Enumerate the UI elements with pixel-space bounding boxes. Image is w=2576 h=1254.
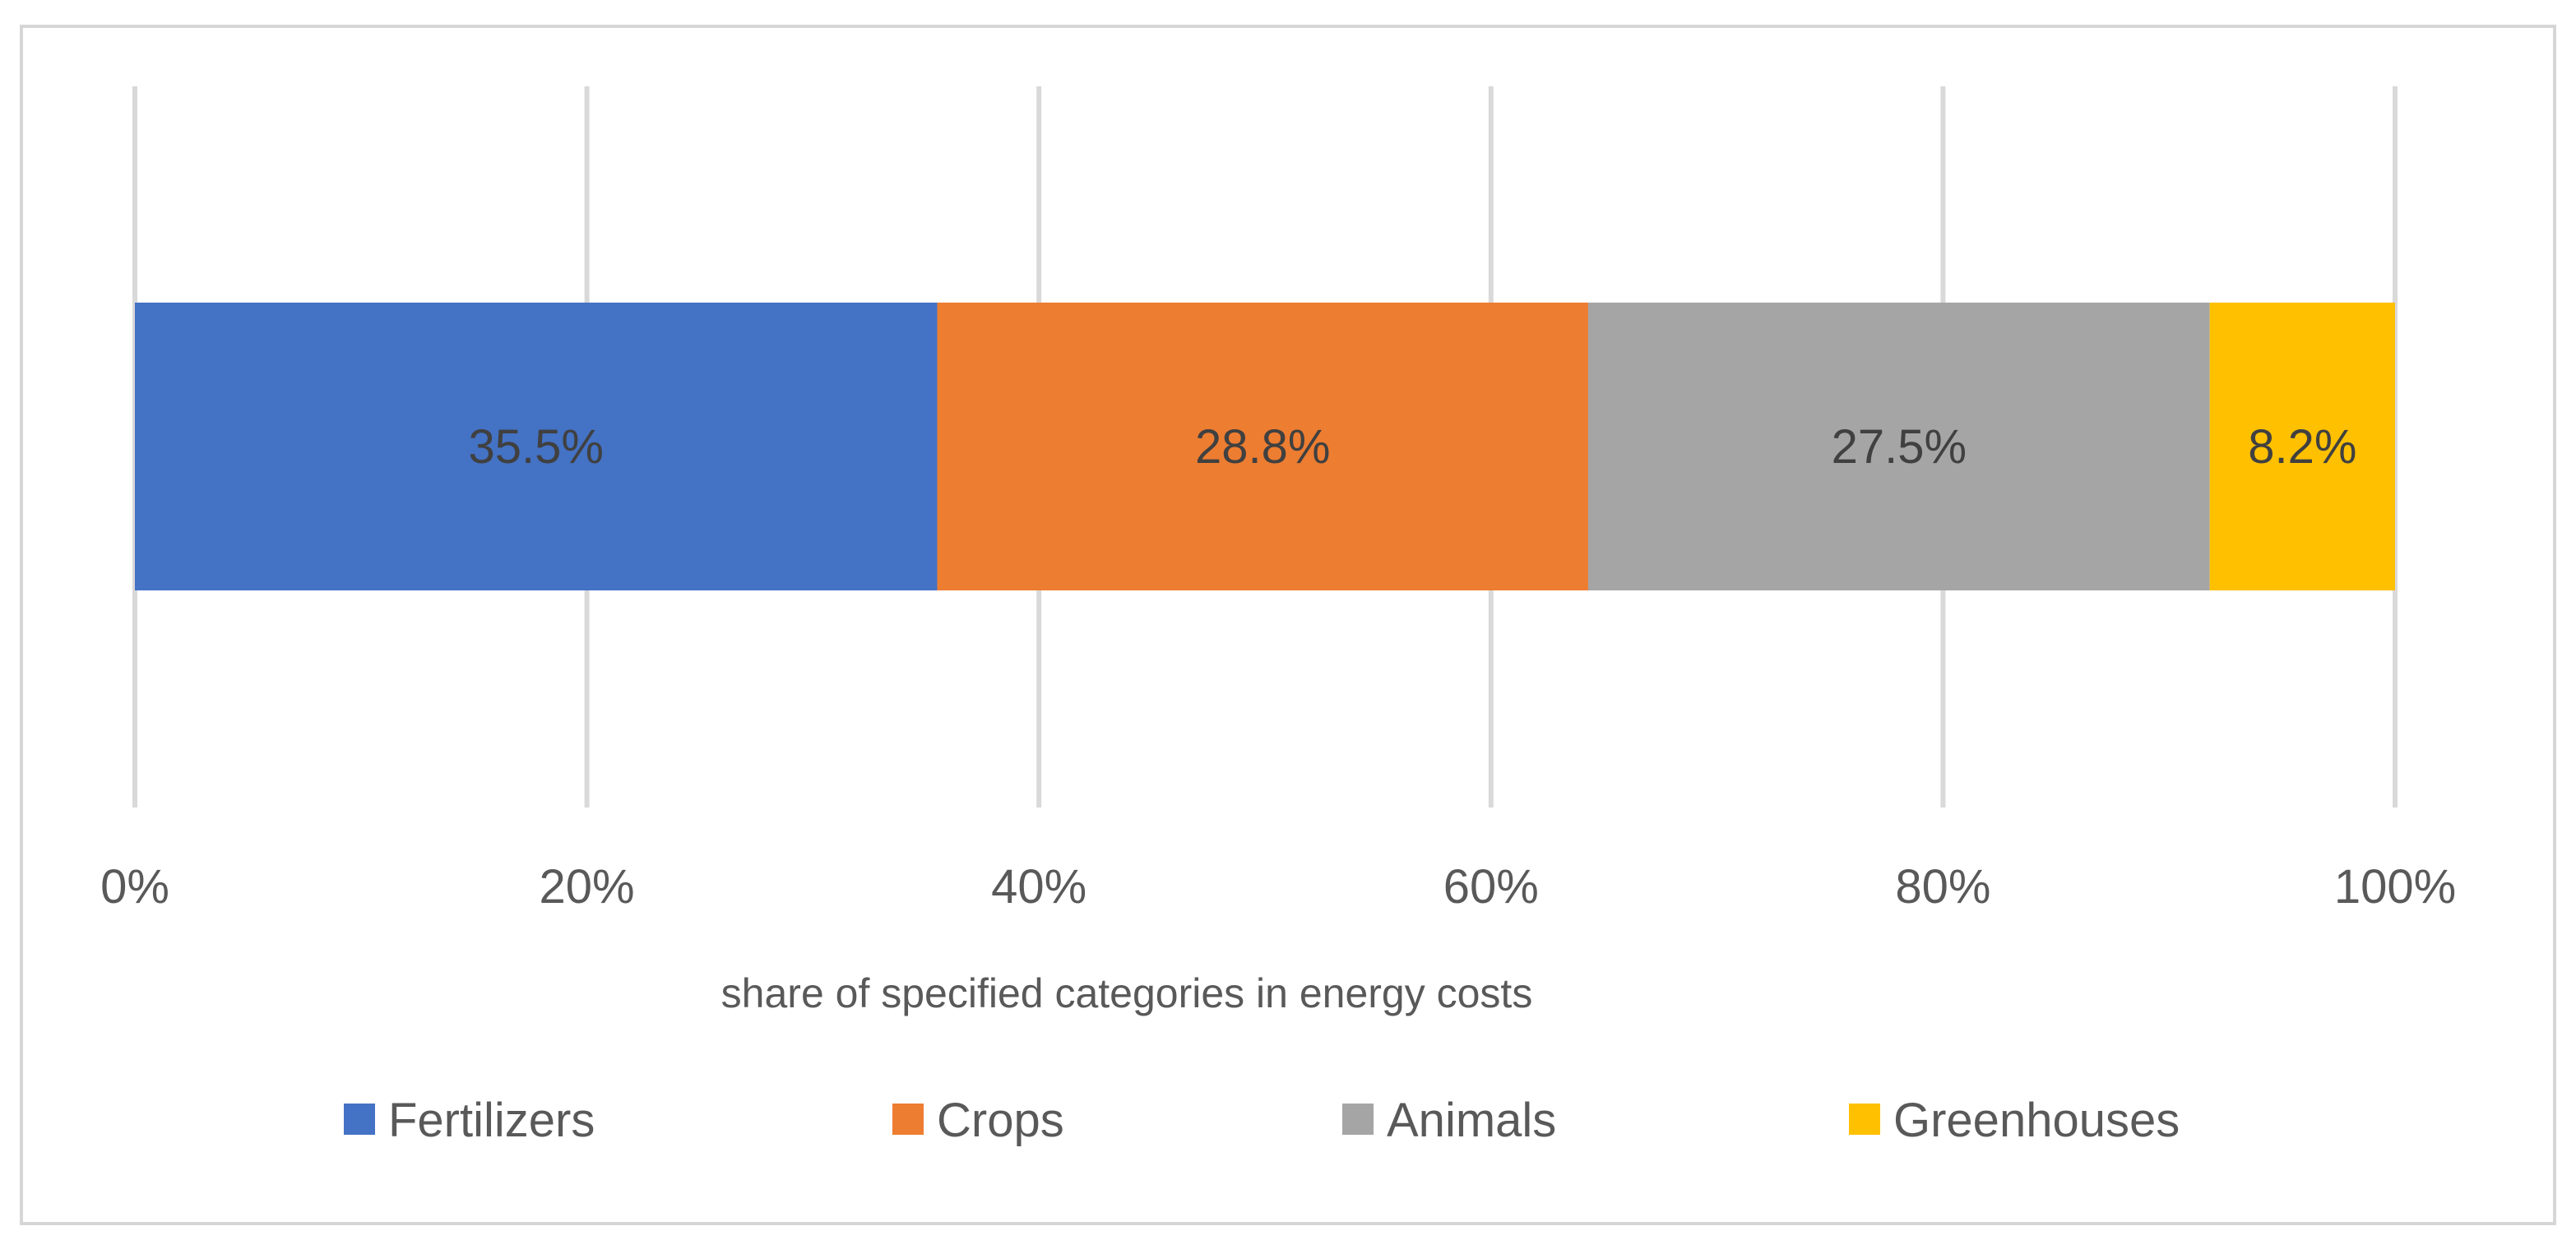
bar-segment-animals bbox=[1587, 303, 2210, 590]
legend-swatch-greenhouses bbox=[1849, 1104, 1880, 1135]
legend-label-animals: Animals bbox=[1387, 1094, 1556, 1147]
x-axis-title: share of specified categories in energy … bbox=[721, 970, 1533, 1016]
x-tick-label: 0% bbox=[100, 860, 169, 914]
x-tick-label: 20% bbox=[540, 860, 635, 914]
x-tick-label: 40% bbox=[991, 860, 1086, 914]
x-axis-ticks: 0% 20% 40% 60% 80% 100% bbox=[100, 860, 2456, 914]
stacked-bar: 35.5% 28.8% 27.5% 8.2% bbox=[135, 303, 2395, 590]
legend-swatch-fertilizers bbox=[344, 1104, 375, 1135]
legend-swatch-crops bbox=[892, 1104, 924, 1135]
legend-label-greenhouses: Greenhouses bbox=[1893, 1094, 2180, 1147]
bar-segment-crops bbox=[937, 303, 1588, 590]
bar-segment-fertilizers bbox=[135, 303, 938, 590]
x-tick-label: 100% bbox=[2334, 860, 2456, 914]
x-tick-label: 60% bbox=[1443, 860, 1539, 914]
data-label-greenhouses: 8.2% bbox=[2248, 420, 2356, 474]
chart-frame bbox=[20, 25, 2556, 1225]
legend: Fertilizers Crops Animals Greenhouses bbox=[344, 1094, 2180, 1147]
data-label-fertilizers: 35.5% bbox=[469, 420, 604, 474]
data-label-crops: 28.8% bbox=[1195, 420, 1330, 474]
bar-segment-greenhouses bbox=[2209, 303, 2395, 590]
x-tick-label: 80% bbox=[1895, 860, 1990, 914]
legend-label-crops: Crops bbox=[937, 1094, 1064, 1147]
data-label-animals: 27.5% bbox=[1832, 420, 1967, 474]
legend-swatch-animals bbox=[1342, 1104, 1374, 1135]
legend-label-fertilizers: Fertilizers bbox=[388, 1094, 595, 1147]
